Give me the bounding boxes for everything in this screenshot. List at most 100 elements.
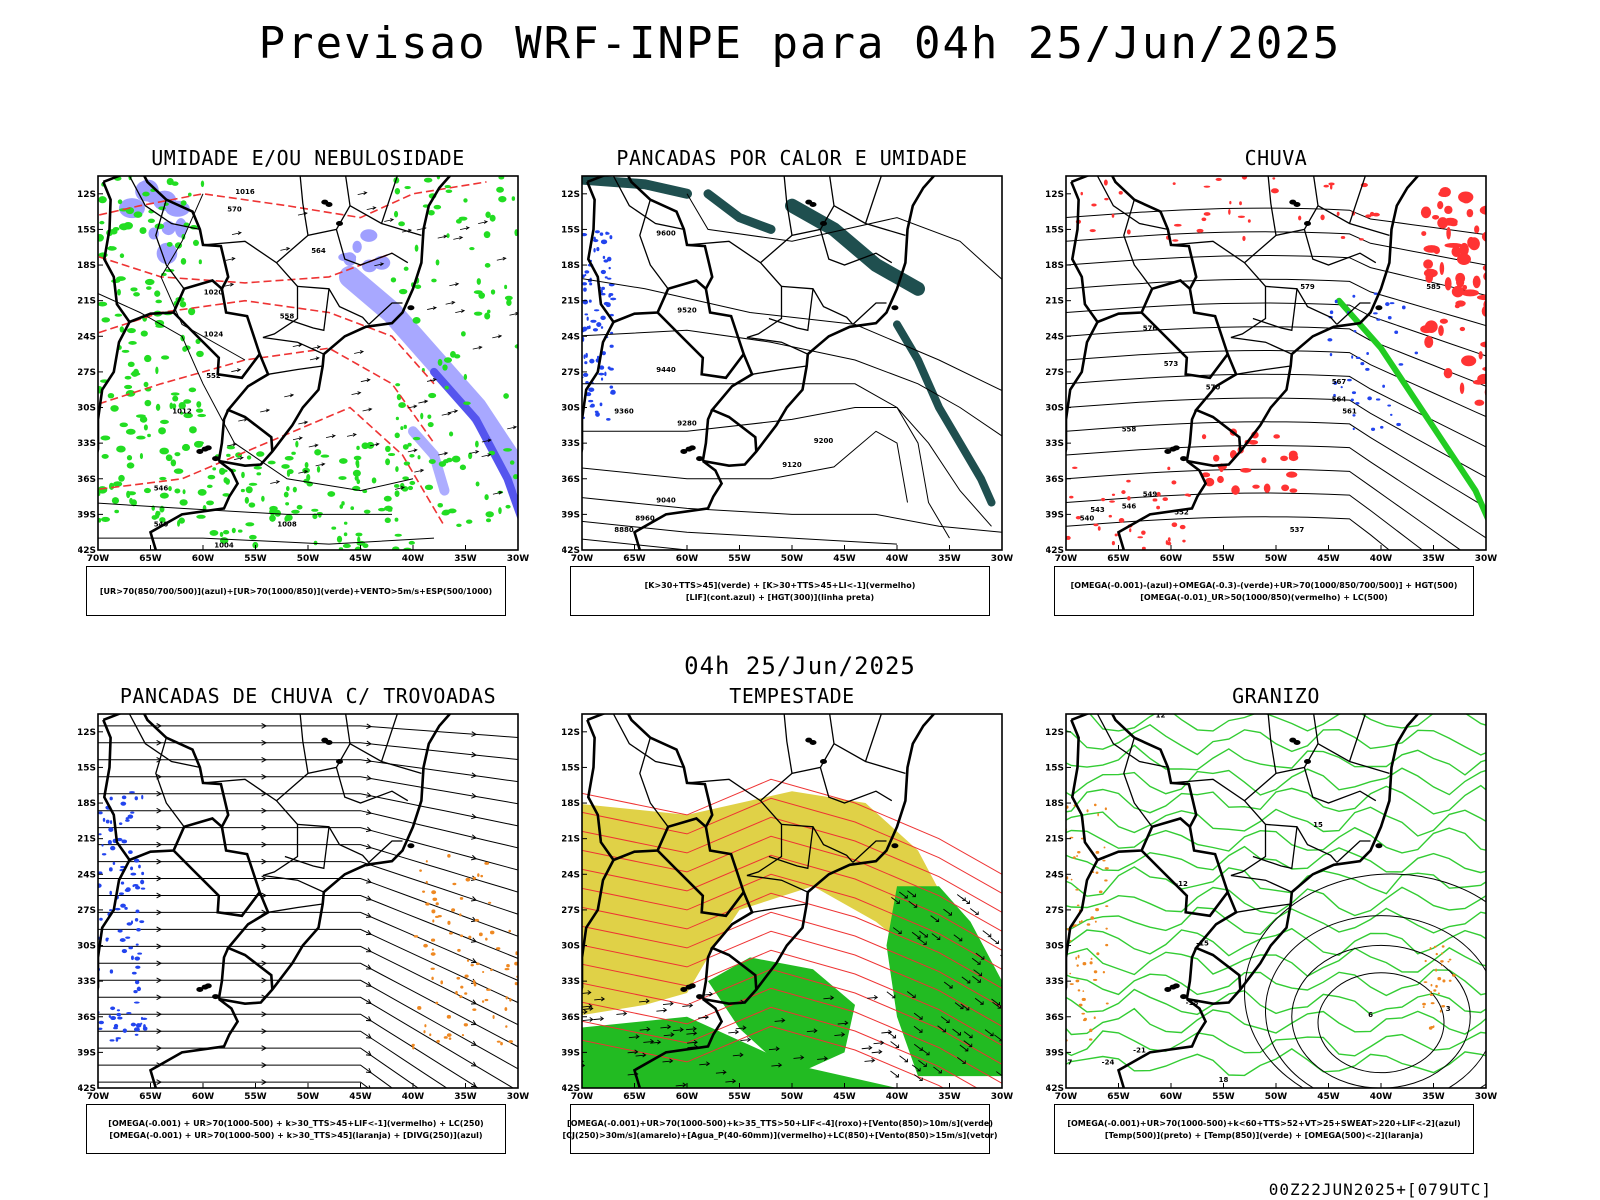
lat-label: 42S xyxy=(78,546,96,556)
rain-blob-blue xyxy=(1353,330,1357,333)
moisture-blob-green xyxy=(151,515,158,520)
contour-label: -15 xyxy=(1196,940,1209,948)
lat-label: 18S xyxy=(562,799,580,809)
contour-label: 549 xyxy=(1143,491,1158,499)
lif-contour-blue xyxy=(590,319,597,323)
orange-blob xyxy=(522,960,524,962)
wind-vector xyxy=(969,908,979,915)
state-border xyxy=(262,336,325,355)
streamline-arrow xyxy=(156,926,163,933)
lake-marker xyxy=(336,220,343,226)
lon-label: 65W xyxy=(139,554,162,564)
state-border xyxy=(639,737,669,828)
rain-blob-blue xyxy=(1394,330,1399,334)
lat-label: 27S xyxy=(78,368,96,378)
coastline-east xyxy=(1116,714,1420,1088)
omega-blob-orange xyxy=(1441,945,1445,948)
lif-contour-blue xyxy=(593,247,596,253)
country-border xyxy=(701,947,714,1000)
moisture-blob-green xyxy=(147,433,151,438)
divg-blob-blue xyxy=(124,888,131,893)
omega-blob-orange xyxy=(1076,855,1078,857)
moisture-blob-green xyxy=(447,508,457,514)
lon-label: 50W xyxy=(297,1092,320,1102)
rain-blob-red xyxy=(1109,500,1115,503)
moisture-blob-green xyxy=(525,403,529,409)
wind-vector xyxy=(366,206,377,210)
orange-blob xyxy=(432,897,438,902)
wind-vector xyxy=(994,1034,1002,1042)
legend-line: [K>30+TTS>45](verde) + [K>30+TTS>45+LI<-… xyxy=(644,580,916,590)
wind-vector xyxy=(917,938,927,945)
contour-label: 9120 xyxy=(782,461,802,469)
thickness-contour xyxy=(98,406,446,527)
moisture-blob-green xyxy=(129,497,133,504)
legend-line: [OMEGA(-0.001)-(azul)+OMEGA(-0.3)-(verde… xyxy=(1070,580,1458,590)
rain-blob-red xyxy=(1451,285,1464,298)
rain-blob-red xyxy=(1437,201,1444,210)
rain-blob-red xyxy=(1273,434,1280,439)
contour-label: 6 xyxy=(1368,1011,1373,1019)
moisture-blob-green xyxy=(116,445,126,453)
lake-marker xyxy=(212,994,220,1000)
lif-contour-blue xyxy=(575,345,578,347)
streamline-arrow xyxy=(366,843,372,850)
orange-blob xyxy=(430,967,435,970)
moisture-blob-green xyxy=(98,196,107,204)
divg-blob-blue xyxy=(120,881,125,885)
omega-blob-orange xyxy=(1442,979,1446,983)
lat-label: 33S xyxy=(78,977,96,987)
lat-label: 36S xyxy=(562,1013,580,1023)
lon-label: 70W xyxy=(1055,1092,1078,1102)
omega-blob-orange xyxy=(1424,959,1427,963)
moisture-blob-green xyxy=(339,504,344,509)
moisture-blob-green xyxy=(121,349,130,353)
moisture-blob-green xyxy=(392,546,400,550)
rain-blob-red xyxy=(1239,201,1242,206)
country-border xyxy=(172,849,261,918)
moisture-blob-green xyxy=(385,458,391,466)
moisture-blob-green xyxy=(179,499,188,506)
lif-contour-blue xyxy=(609,385,614,389)
moisture-blob-green xyxy=(140,330,148,337)
divg-blob-blue xyxy=(133,858,140,863)
moisture-blob-green xyxy=(327,491,336,497)
country-border xyxy=(102,176,274,452)
streamline xyxy=(98,725,518,738)
wind-vector xyxy=(963,1031,973,1039)
state-border xyxy=(864,176,885,224)
orange-blob xyxy=(440,980,444,985)
moisture-blob-blue xyxy=(360,229,378,242)
moisture-blob-green xyxy=(384,517,391,524)
lat-label: 12S xyxy=(78,728,96,738)
omega-blob-orange xyxy=(1437,977,1442,981)
contour-label: 546 xyxy=(154,485,169,493)
moisture-blob-green xyxy=(485,511,494,518)
streamline-arrow xyxy=(261,1079,268,1085)
streamline-arrow xyxy=(366,757,373,764)
streamline-arrow xyxy=(156,807,163,814)
moisture-blob-green xyxy=(442,364,448,371)
orange-blob xyxy=(446,1014,452,1019)
moisture-blob-green xyxy=(450,350,456,358)
orange-blob xyxy=(490,968,493,972)
streamline xyxy=(1066,516,1390,550)
lat-label: 21S xyxy=(78,297,96,307)
lif-contour-blue xyxy=(606,256,612,262)
rain-blob-red xyxy=(1080,191,1083,196)
divg-blob-blue xyxy=(107,839,112,845)
rain-blob-blue xyxy=(1352,427,1355,431)
divg-blob-blue xyxy=(94,859,98,862)
divg-blob-blue xyxy=(116,837,123,842)
lif-contour-blue xyxy=(584,313,589,316)
lif-contour-blue xyxy=(599,402,603,407)
contour-label: 564 xyxy=(311,247,326,255)
rain-blob-red xyxy=(1482,366,1486,372)
state-border xyxy=(783,176,793,236)
omega-blob-orange xyxy=(1090,957,1093,960)
moisture-blob-blue xyxy=(174,218,187,238)
contour-label: 579 xyxy=(1300,283,1315,291)
streamline-arrow xyxy=(471,731,478,737)
omega-blob-orange xyxy=(1075,956,1078,960)
lake-marker xyxy=(1293,201,1301,207)
